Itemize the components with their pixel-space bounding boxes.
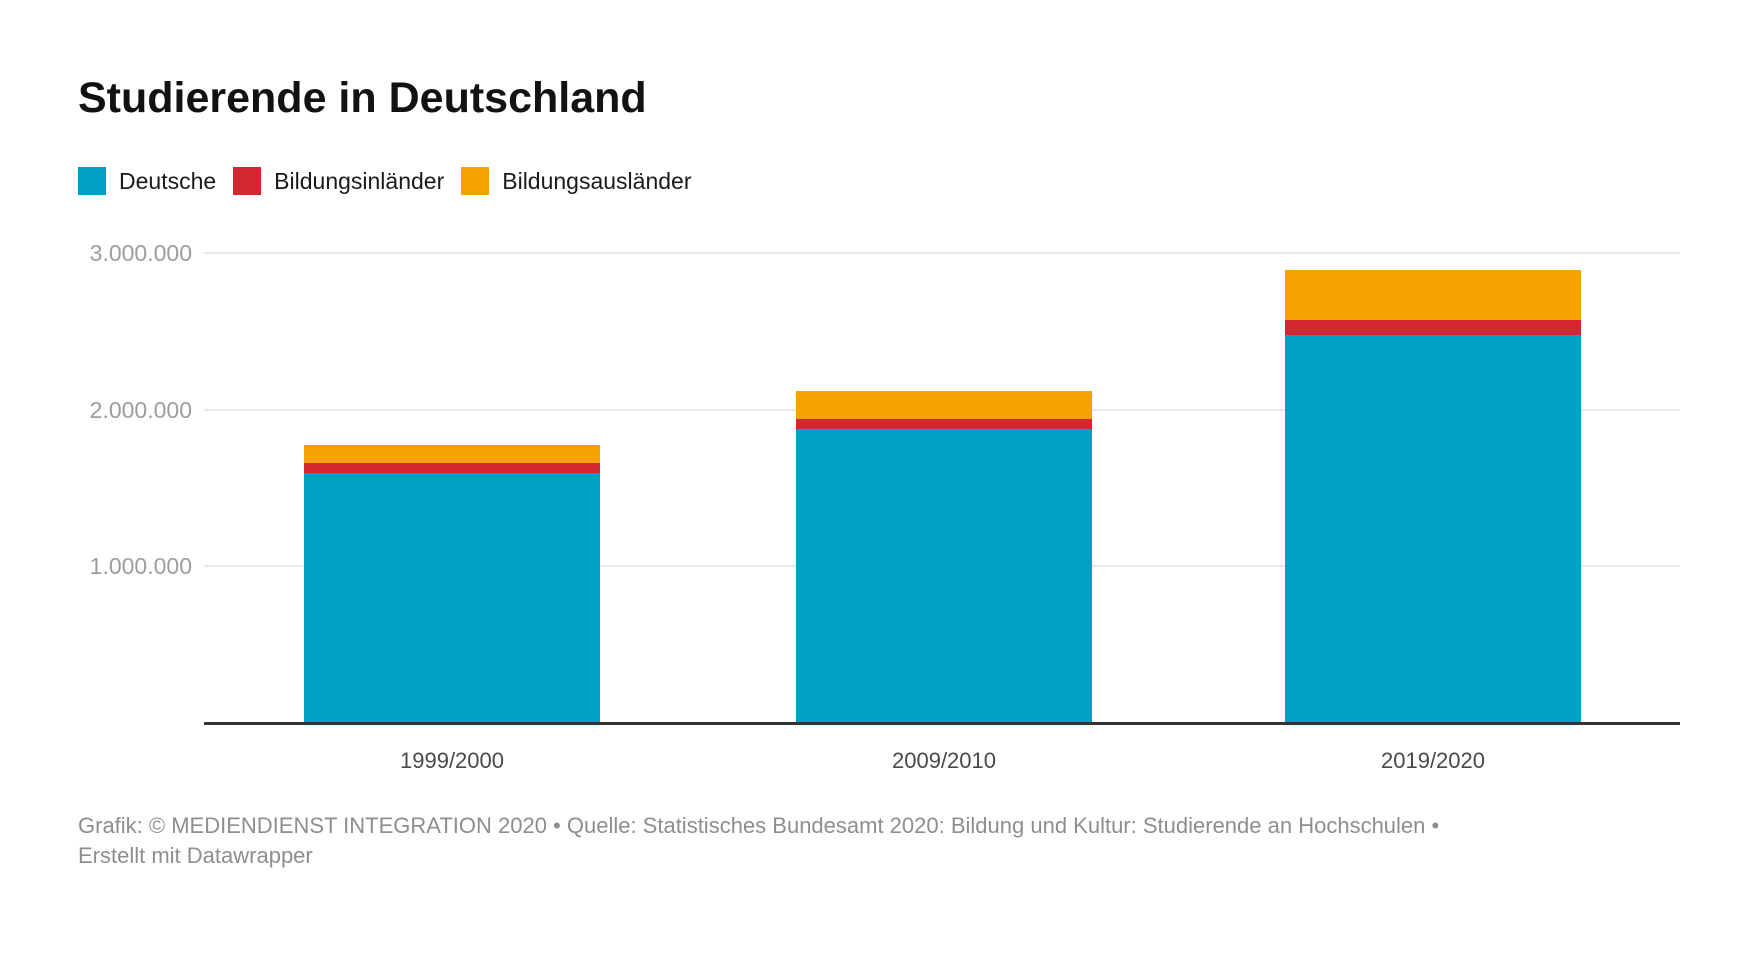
y-axis-tick-label: 1.000.000 [89, 553, 192, 580]
footer-line1: Grafik: © MEDIENDIENST INTEGRATION 2020 … [78, 813, 1440, 838]
x-axis-category-label: 2009/2010 [892, 748, 996, 773]
bar-segment-bildungsinl-nder [304, 462, 600, 473]
legend-label: Bildungsinländer [274, 168, 445, 194]
y-axis-tick-label: 2.000.000 [89, 396, 192, 423]
bar-segment-bildungsausl-nder [304, 444, 600, 463]
footer-attribution: Grafik: © MEDIENDIENST INTEGRATION 2020 … [78, 811, 1439, 871]
legend-label: Deutsche [119, 168, 217, 194]
bar-segment-bildungsinl-nder [1285, 320, 1581, 335]
bar-segment-deutsche [304, 472, 600, 723]
legend-item: Bildungsausländer [461, 167, 692, 195]
legend: Deutsche Bildungsinländer Bildungsauslände… [78, 167, 709, 195]
legend-item: Bildungsinländer [233, 167, 444, 195]
footer-line2: Erstellt mit Datawrapper [78, 843, 313, 868]
chart-title: Studierende in Deutschland [78, 74, 647, 122]
legend-swatch-icon [78, 167, 106, 195]
legend-label: Bildungsausländer [502, 168, 692, 194]
bar-segment-bildungsausl-nder [1285, 270, 1581, 321]
bar-segment-bildungsausl-nder [796, 390, 1092, 420]
legend-swatch-icon [233, 167, 262, 195]
bar-segment-bildungsinl-nder [796, 419, 1092, 430]
bar-segment-deutsche [796, 429, 1092, 723]
x-axis-category-label: 1999/2000 [400, 748, 504, 773]
y-axis-tick-label: 3.000.000 [89, 240, 192, 267]
gridline [204, 252, 1680, 255]
bar-segment-deutsche [1285, 334, 1581, 723]
x-axis-category-label: 2019/2020 [1381, 748, 1485, 773]
legend-item: Deutsche [78, 167, 216, 195]
x-axis-line [204, 722, 1680, 725]
legend-swatch-icon [461, 167, 490, 195]
